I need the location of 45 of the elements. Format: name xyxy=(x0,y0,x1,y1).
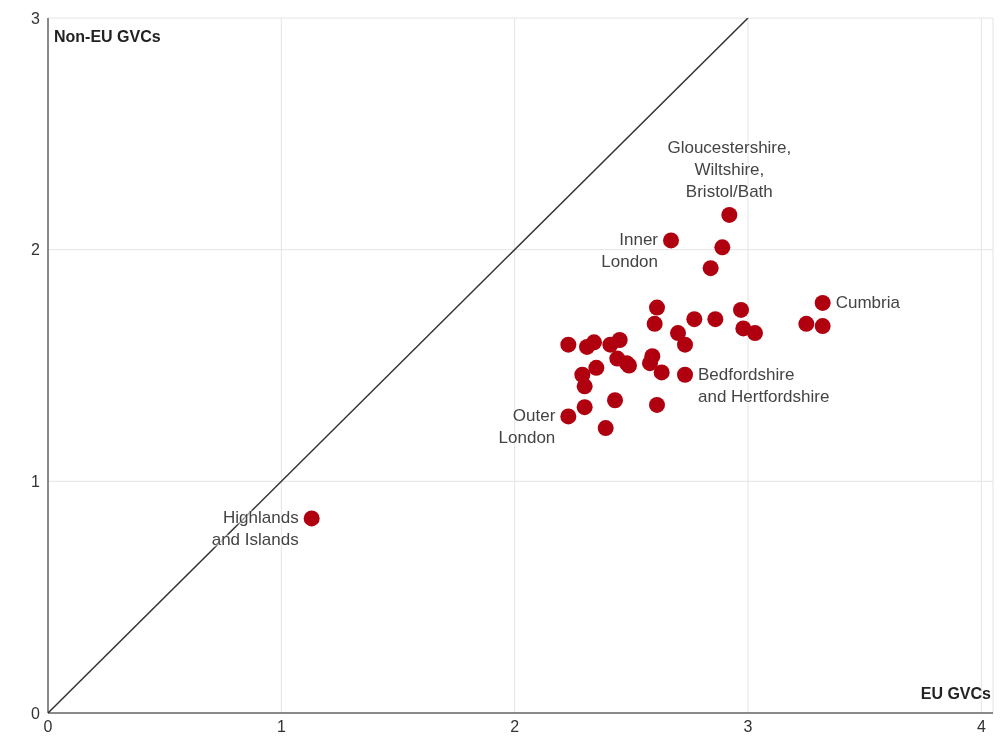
point xyxy=(798,315,815,332)
point xyxy=(653,364,670,381)
x-tick-label: 2 xyxy=(510,718,520,736)
point xyxy=(649,396,665,413)
point xyxy=(560,336,577,353)
annotation: Bedfordshire and Hertfordshire xyxy=(698,363,830,408)
point xyxy=(707,311,724,328)
point xyxy=(733,301,749,318)
point xyxy=(747,325,763,342)
x-tick-label: 1 xyxy=(276,718,286,736)
annotation: Outer London xyxy=(498,405,556,450)
annotation: Gloucestershire, Wiltshire, Bristol/Bath xyxy=(667,136,792,203)
point xyxy=(714,239,731,256)
point xyxy=(721,206,738,223)
x-tick-label: 0 xyxy=(43,718,53,736)
point xyxy=(677,366,693,383)
point xyxy=(607,392,623,409)
y-tick-label: 2 xyxy=(31,241,41,259)
point xyxy=(597,420,614,437)
y-tick-label: 3 xyxy=(31,9,41,27)
point xyxy=(663,232,679,249)
point xyxy=(303,510,320,527)
x-tick-label: 4 xyxy=(976,718,986,736)
point xyxy=(814,294,831,311)
point xyxy=(646,315,663,332)
point xyxy=(576,399,593,416)
point xyxy=(670,325,686,342)
x-tick-label: 3 xyxy=(743,718,753,736)
point xyxy=(686,311,703,328)
point xyxy=(611,332,628,349)
point xyxy=(649,299,665,316)
point xyxy=(642,355,658,372)
point xyxy=(814,318,831,335)
y-tick-label: 0 xyxy=(31,704,41,722)
y-axis-title: Non-EU GVCs xyxy=(54,28,161,46)
point xyxy=(588,359,605,376)
annotation: Inner London xyxy=(601,229,658,274)
point xyxy=(560,408,577,425)
x-axis-title: EU GVCs xyxy=(920,685,991,703)
point xyxy=(702,260,719,277)
point xyxy=(677,336,693,353)
annotation: Cumbria xyxy=(835,291,900,314)
y-tick-label: 1 xyxy=(31,473,41,491)
point xyxy=(586,334,602,351)
point xyxy=(576,378,593,395)
